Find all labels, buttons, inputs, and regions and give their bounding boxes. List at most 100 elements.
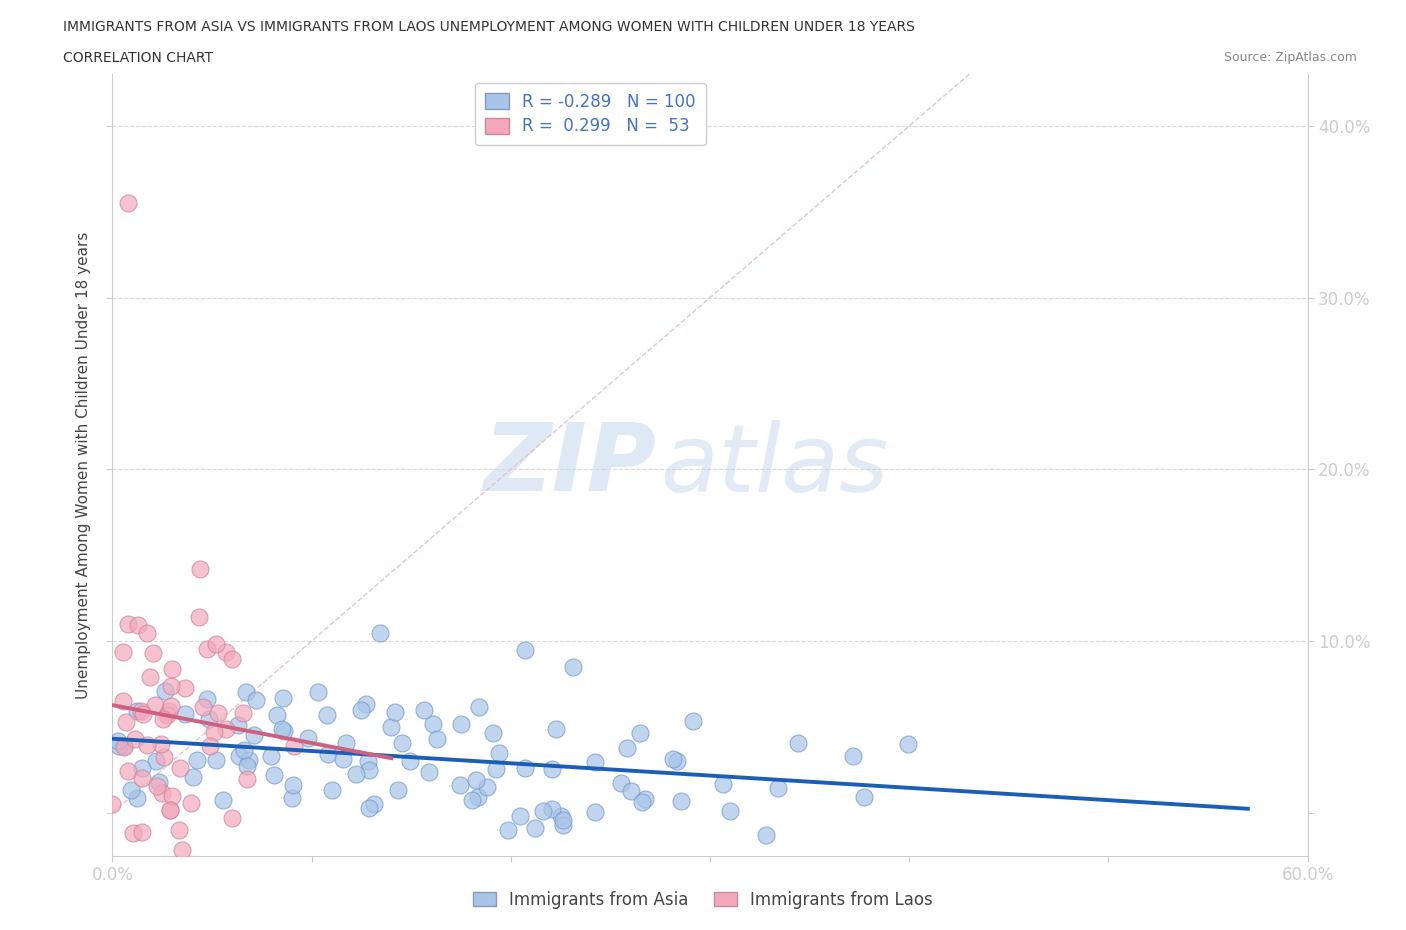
Point: [509, 809, 531, 824]
Point: [307, 684, 329, 699]
Text: IMMIGRANTS FROM ASIA VS IMMIGRANTS FROM LAOS UNEMPLOYMENT AMONG WOMEN WITH CHILD: IMMIGRANTS FROM ASIA VS IMMIGRANTS FROM …: [63, 20, 915, 34]
Point: [107, 738, 129, 753]
Point: [450, 716, 472, 731]
Point: [363, 797, 385, 812]
Point: [263, 768, 285, 783]
Point: [616, 740, 638, 755]
Point: [897, 737, 920, 751]
Point: [242, 728, 264, 743]
Point: [357, 754, 380, 769]
Point: [215, 721, 238, 736]
Point: [191, 699, 214, 714]
Point: [172, 843, 194, 857]
Point: [117, 617, 139, 631]
Point: [755, 828, 778, 843]
Point: [531, 804, 554, 818]
Point: [152, 750, 174, 764]
Point: [318, 746, 340, 761]
Point: [281, 790, 304, 805]
Point: [145, 753, 167, 768]
Point: [236, 759, 259, 774]
Point: [335, 736, 357, 751]
Point: [550, 808, 572, 823]
Point: [215, 644, 238, 659]
Point: [283, 777, 305, 792]
Point: [173, 707, 195, 722]
Point: [515, 761, 537, 776]
Point: [235, 684, 257, 699]
Point: [125, 790, 148, 805]
Point: [399, 753, 422, 768]
Point: [297, 731, 319, 746]
Point: [768, 780, 790, 795]
Point: [198, 711, 221, 726]
Point: [711, 777, 734, 791]
Point: [143, 698, 166, 712]
Point: [666, 753, 689, 768]
Point: [131, 770, 153, 785]
Point: [125, 704, 148, 719]
Point: [132, 707, 155, 722]
Point: [139, 670, 162, 684]
Point: [350, 702, 373, 717]
Point: [384, 704, 406, 719]
Point: [101, 796, 124, 811]
Point: [583, 755, 606, 770]
Point: [485, 762, 508, 777]
Point: [233, 742, 256, 757]
Point: [852, 790, 875, 804]
Point: [628, 725, 651, 740]
Point: [841, 748, 863, 763]
Point: [359, 763, 381, 777]
Point: [122, 826, 145, 841]
Point: [283, 738, 305, 753]
Point: [682, 713, 704, 728]
Point: [620, 783, 643, 798]
Point: [245, 693, 267, 708]
Point: [112, 739, 135, 754]
Point: [468, 699, 491, 714]
Point: [204, 752, 226, 767]
Point: [186, 752, 208, 767]
Point: [387, 782, 409, 797]
Point: [236, 771, 259, 786]
Point: [136, 737, 159, 752]
Point: [117, 195, 139, 210]
Point: [669, 793, 692, 808]
Point: [114, 715, 136, 730]
Point: [160, 698, 183, 713]
Legend: R = -0.289   N = 100, R =  0.299   N =  53: R = -0.289 N = 100, R = 0.299 N = 53: [475, 83, 706, 145]
Point: [662, 752, 685, 767]
Point: [131, 825, 153, 840]
Point: [238, 752, 260, 767]
Point: [541, 761, 564, 776]
Point: [418, 764, 440, 779]
Point: [127, 618, 149, 632]
Point: [449, 777, 471, 792]
Point: [112, 644, 135, 659]
Point: [188, 610, 211, 625]
Point: [232, 706, 254, 721]
Point: [221, 811, 243, 826]
Point: [162, 662, 184, 677]
Point: [195, 642, 218, 657]
Point: [413, 703, 436, 718]
Point: [207, 706, 229, 721]
Point: [316, 707, 339, 722]
Point: [129, 703, 152, 718]
Point: [200, 738, 222, 753]
Point: [169, 761, 191, 776]
Point: [551, 817, 574, 832]
Point: [482, 725, 505, 740]
Point: [553, 813, 575, 828]
Point: [368, 626, 391, 641]
Point: [461, 792, 484, 807]
Text: ZIP: ZIP: [484, 419, 657, 511]
Point: [211, 793, 233, 808]
Point: [221, 652, 243, 667]
Point: [107, 734, 129, 749]
Point: [583, 804, 606, 819]
Point: [540, 802, 562, 817]
Point: [422, 716, 444, 731]
Point: [183, 769, 205, 784]
